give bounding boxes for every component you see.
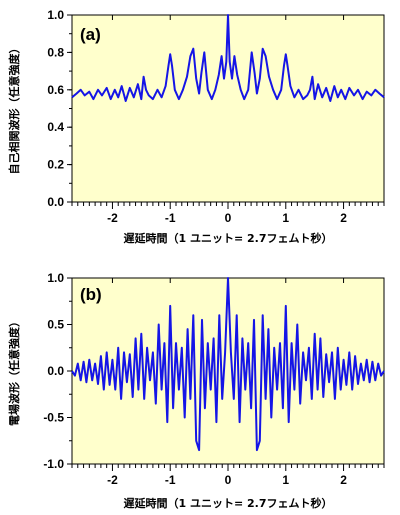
y-tick-label-b: -0.5 [43,411,64,425]
x-tick-label-a: 1 [282,211,289,225]
series-line-a [71,14,385,102]
y-axis-title-b: 電場波形（任意強度） [7,316,21,426]
x-tick-label-a: -1 [165,211,176,225]
y-axis-title-a: 自己相関波形（任意強度） [7,43,21,175]
y-tick-label-a: 0.8 [47,45,64,59]
y-tick-label-a: 0.6 [47,83,64,97]
x-tick-label-b: -2 [107,473,118,487]
plot-area-b [71,277,385,465]
y-tick-label-b: 1.0 [47,271,64,285]
y-tick-label-a: 0.0 [47,195,64,209]
x-tick-label-a: -2 [107,211,118,225]
x-tick-label-b: 0 [225,473,232,487]
x-tick-label-a: 0 [225,211,232,225]
series-line-b [71,277,385,452]
plot-area-a [71,14,385,203]
panel-a: -2 -1 0 1 2 0.0 0.2 0.4 0.6 0.8 1.0 (a) 遅延時間（1 ユニット=… [7,8,385,245]
y-tick-label-a: 0.4 [47,120,64,134]
x-tick-label-b: 2 [340,473,347,487]
y-tick-label-a: 0.2 [47,158,64,172]
y-tick-label-b: -1.0 [43,457,64,471]
panel-b: -2 -1 0 1 2 -1.0 -0.5 0.0 0.5 1.0 (b) 遅延時間（1 ユニット= … [7,271,385,510]
x-tick-label-a: 2 [340,211,347,225]
panel-label-b: (b) [80,285,102,304]
x-tick-label-b: -1 [165,473,176,487]
y-tick-label-b: 0.0 [47,364,64,378]
x-tick-label-b: 1 [282,473,289,487]
y-tick-label-b: 0.5 [47,318,64,332]
panel-label-a: (a) [80,25,101,44]
y-tick-label-a: 1.0 [47,8,64,22]
x-axis-title-a: 遅延時間（1 ユニット= 2.7フェムト秒） [123,231,332,245]
x-axis-title-b: 遅延時間（1 ユニット= 2.7フェムト秒） [123,496,332,510]
